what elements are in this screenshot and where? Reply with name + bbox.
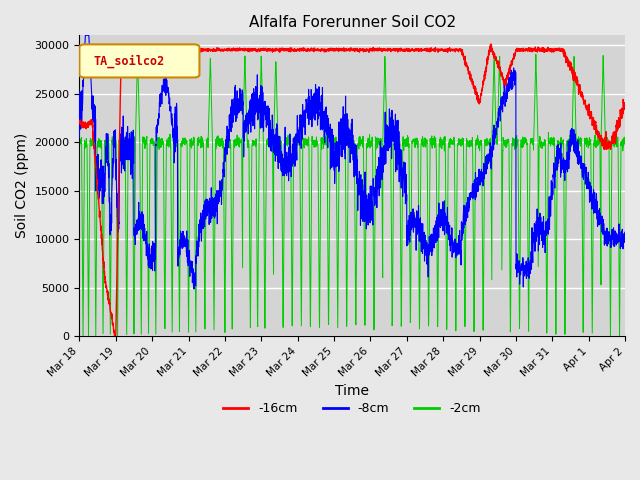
-2cm [84,334,92,339]
-2cm [552,331,560,337]
-16cm [611,129,618,135]
-16cm [111,334,119,339]
-2cm [138,232,146,238]
-16cm [138,48,146,53]
Title: Alfalfa Forerunner Soil CO2: Alfalfa Forerunner Soil CO2 [248,15,456,30]
Text: TA_soilco2: TA_soilco2 [93,54,164,68]
-2cm [76,136,83,142]
Line: -8cm: -8cm [79,36,625,289]
-2cm [611,144,618,150]
-8cm [138,218,146,224]
FancyBboxPatch shape [79,44,200,77]
-8cm [76,134,83,140]
-8cm [81,33,89,38]
-8cm [285,164,293,169]
-16cm [285,48,292,54]
Y-axis label: Soil CO2 (ppm): Soil CO2 (ppm) [15,133,29,239]
-16cm [552,46,560,51]
X-axis label: Time: Time [335,384,369,398]
-2cm [134,50,141,56]
Legend: -16cm, -8cm, -2cm: -16cm, -8cm, -2cm [218,397,486,420]
-16cm [170,47,178,52]
-2cm [285,142,293,147]
Line: -2cm: -2cm [79,53,625,336]
-2cm [621,139,629,144]
-8cm [611,243,618,249]
Line: -16cm: -16cm [79,44,625,336]
-8cm [190,286,198,292]
-16cm [76,119,83,125]
-8cm [170,160,178,166]
-2cm [308,140,316,146]
-8cm [308,96,316,102]
-16cm [487,41,495,47]
-16cm [621,101,629,107]
-8cm [621,229,629,235]
-8cm [552,158,560,164]
-16cm [308,47,316,53]
-2cm [170,142,178,147]
